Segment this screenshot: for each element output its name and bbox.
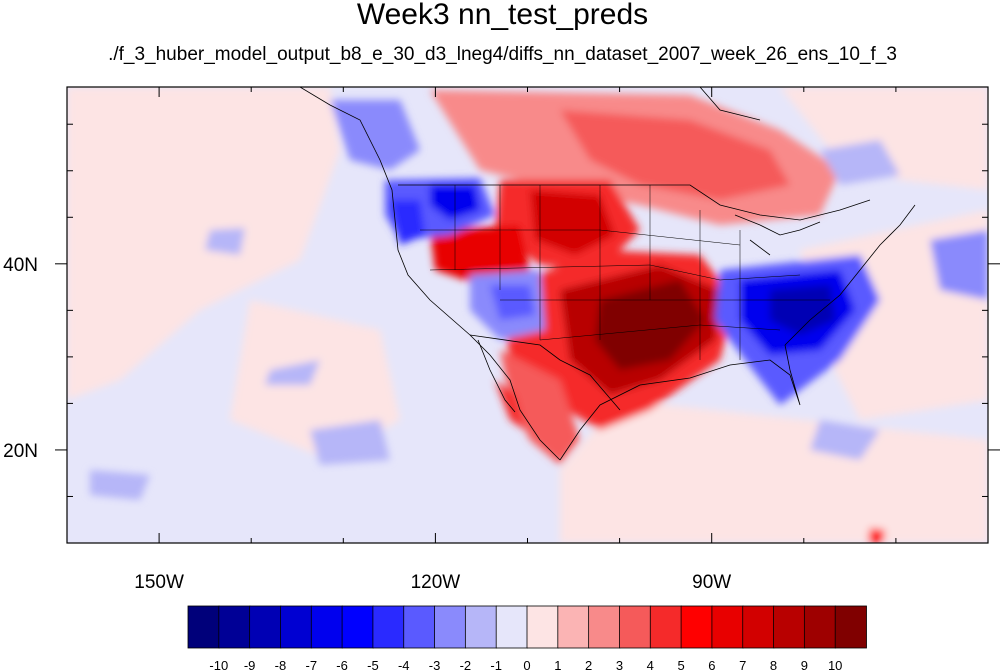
atlantic-coast [784, 204, 916, 346]
lon-tick-label: 150W [134, 572, 184, 593]
lon-tick-label: 90W [692, 572, 731, 593]
colorbar-swatch [680, 605, 713, 649]
axis-ticks [55, 87, 1000, 544]
anomaly-pacific-blue-2 [265, 360, 320, 385]
colorbar-tick-label: -5 [367, 658, 379, 672]
colorbar-swatch [187, 605, 220, 649]
axis-labels: 40N 20N 150W 120W 90W [3, 255, 731, 593]
state-line-11 [539, 324, 781, 341]
anomaly-pacific-light-red-2 [230, 300, 400, 460]
colorbar-swatch [773, 605, 806, 649]
colorbar-swatch [742, 605, 775, 649]
colorbar-tick-label: -6 [336, 658, 348, 672]
colorbar-tick-label: 9 [801, 658, 808, 672]
colorbar-tick-label: 6 [708, 658, 715, 672]
anomaly-south-light-red [560, 400, 988, 543]
anomaly-atlantic-blue [930, 230, 988, 300]
colorbar-swatch [434, 605, 467, 649]
colorbar-swatch [341, 605, 374, 649]
lon-tick-label: 120W [411, 572, 461, 593]
colorbar-tick-label: -2 [460, 658, 472, 672]
colorbar-swatch [372, 605, 405, 649]
lat-tick-label: 20N [3, 441, 38, 462]
anomaly-baja-red [495, 380, 525, 430]
anomaly-hawaii-region-blue [90, 470, 150, 500]
colorbar-swatch [464, 605, 498, 649]
anomaly-canada-red-core [560, 110, 790, 200]
map-panel [67, 87, 988, 543]
state-line-9 [429, 264, 801, 281]
colorbar-tick-label: 4 [647, 658, 654, 672]
anomaly-northwest-coast [390, 200, 425, 245]
north-america-west-coast [299, 87, 561, 461]
colorbar-tick-label: 8 [770, 658, 777, 672]
us-mexico-border [469, 334, 621, 411]
colorbar-tick-label: -4 [398, 658, 410, 672]
colorbar-swatch [834, 605, 867, 649]
anomaly-atlantic-blue-2 [820, 140, 900, 185]
colorbar-tick-label: -8 [275, 658, 287, 672]
colorbar-swatch [588, 605, 621, 649]
anomaly-alaska-blue [330, 100, 420, 170]
anomaly-south-blue [810, 420, 880, 460]
anomaly-fourcorners-core [490, 285, 535, 320]
anomaly-pacific-blue-1 [205, 228, 245, 255]
lat-tick-label: 40N [3, 255, 38, 276]
coastlines [299, 87, 916, 461]
colorbar-swatch [403, 605, 436, 649]
great-lakes [734, 214, 821, 256]
gulf-of-mexico-coast [559, 344, 801, 461]
state-line-8 [420, 229, 741, 246]
anomaly-plains-dark [530, 190, 615, 255]
colorbar: -10 -9 -8 -7 -6 -5 -4 -3 -2 -1 0 1 2 3 4 5 6 7 8 9 10 [187, 605, 867, 672]
colorbar-tick-label: 0 [523, 658, 530, 672]
colorbar-tick-label: 10 [828, 658, 842, 672]
colorbar-tick-label: -9 [244, 658, 256, 672]
colorbar-tick-label: -1 [490, 658, 502, 672]
colorbar-tick-label: -7 [305, 658, 317, 672]
colorbar-tick-label: -3 [429, 658, 441, 672]
colorbar-swatch [249, 605, 282, 649]
colorbar-tick-label: -10 [209, 658, 228, 672]
page-subtitle: ./f_3_huber_model_output_b8_e_30_d3_lneg… [108, 44, 897, 65]
anomaly-south-central-core [595, 280, 705, 370]
state-boundaries [420, 185, 830, 360]
anomaly-pacific-blue-3 [310, 420, 390, 465]
page-title: Week3 nn_test_preds [356, 0, 649, 31]
colorbar-swatch [557, 605, 590, 649]
colorbar-tick-label: 3 [616, 658, 623, 672]
colorbar-swatch [280, 605, 313, 649]
colorbar-tick-label: 2 [585, 658, 592, 672]
colorbar-swatch [310, 605, 343, 649]
colorbar-tick-label: 7 [739, 658, 746, 672]
colorbar-swatch [803, 605, 837, 649]
colorbar-swatch [619, 605, 652, 649]
colorbar-swatch [526, 605, 559, 649]
canada-us-border [398, 184, 871, 221]
hudson-bay-edge [699, 87, 761, 121]
colorbar-swatch [649, 605, 682, 649]
anomaly-north-atlantic-light-red [780, 87, 988, 190]
anomaly-southeast-core [770, 285, 835, 335]
colorbar-swatch [711, 605, 744, 649]
colorbar-tick-label: 5 [677, 658, 684, 672]
colorbar-swatch [495, 605, 528, 649]
anomaly-field [67, 87, 988, 543]
colorbar-tick-label: 1 [554, 658, 561, 672]
colorbar-swatch [218, 605, 251, 649]
anomaly-mexico-red [500, 350, 580, 465]
anomaly-red-spot-se [868, 528, 885, 543]
anomaly-pacific-light-red [67, 87, 340, 400]
baja-peninsula [477, 339, 516, 413]
